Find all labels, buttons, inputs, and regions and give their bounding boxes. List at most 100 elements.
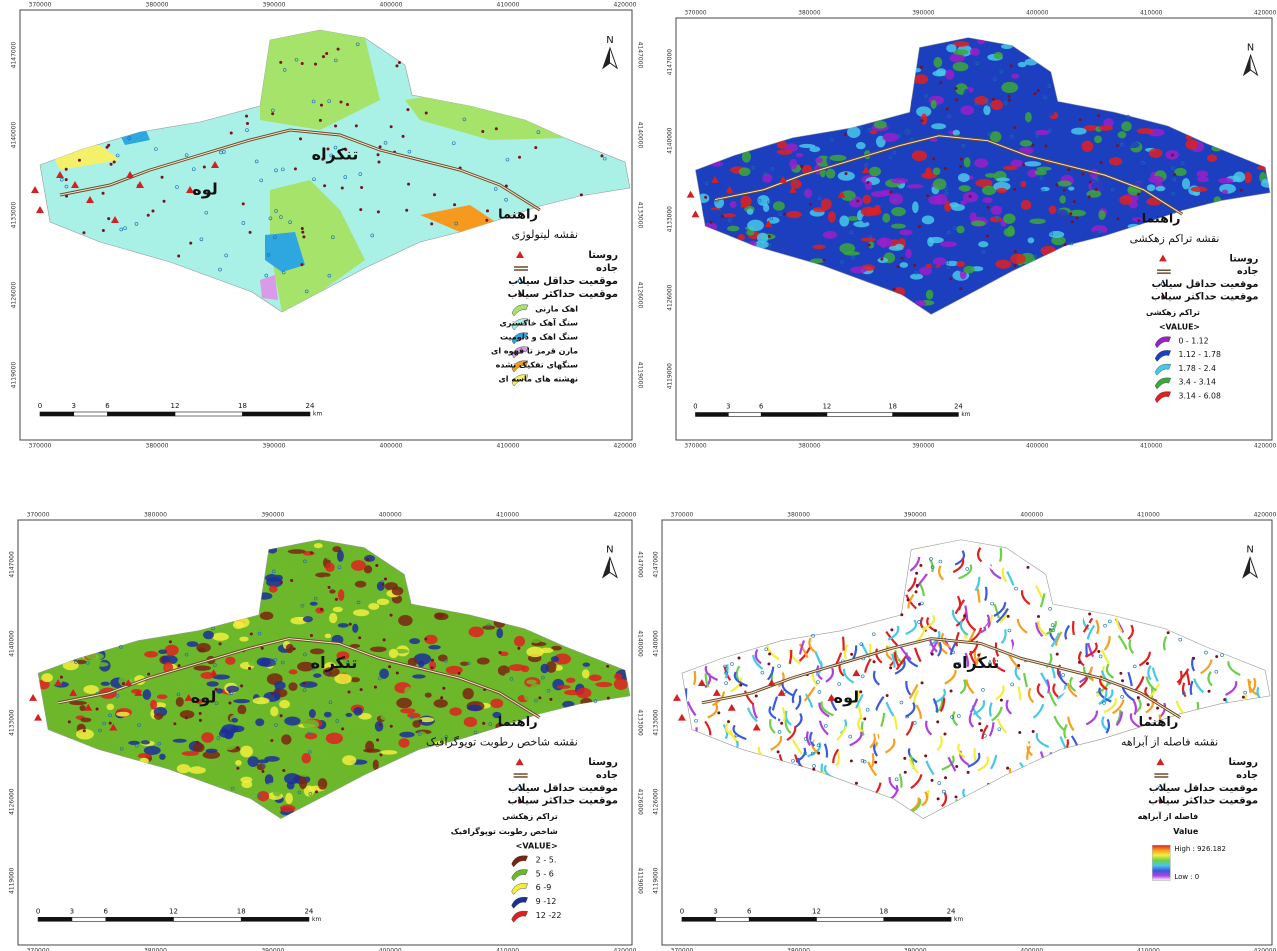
village [211, 161, 219, 168]
max-flood-point [1239, 188, 1243, 192]
min-flood-point [862, 759, 867, 764]
min-flood-point [892, 198, 897, 203]
raster-cell [167, 752, 186, 758]
stream-buffer [972, 700, 986, 716]
scale-segment [892, 412, 959, 417]
max-flood-point [160, 175, 164, 179]
max-flood-point [292, 647, 296, 651]
min-flood-point [294, 57, 299, 62]
min-flood-point [282, 68, 287, 72]
village [54, 679, 63, 687]
raster-cell [1027, 80, 1042, 91]
raster-cell [83, 685, 99, 694]
raster-cell [963, 265, 975, 274]
legend-item: روستا [588, 757, 618, 768]
max-flood-point [889, 190, 893, 194]
stream-buffer [1098, 687, 1112, 703]
min-flood-point [1102, 701, 1106, 705]
place-label: تنکراه [953, 653, 1000, 672]
x-coordinate: 420000 [1254, 947, 1277, 951]
stream-buffer [1100, 670, 1112, 686]
legend-class: اهک مارنی [535, 305, 578, 314]
raster-cell [595, 681, 613, 688]
legend-village [516, 251, 524, 258]
scale-label: 0 [680, 907, 684, 915]
min-flood-point [945, 260, 950, 265]
raster-cell [789, 221, 798, 233]
max-flood-point [720, 214, 724, 218]
legend-swatch [511, 855, 528, 868]
max-flood-point [430, 222, 434, 226]
legend-class: 0 - 1.12 [1179, 336, 1209, 345]
scale-segment [728, 412, 762, 417]
raster-cell [197, 759, 211, 768]
max-flood-point [424, 111, 428, 115]
lithology-zone [270, 180, 365, 312]
raster-cell [551, 645, 562, 651]
scale-segment [39, 411, 75, 417]
max-flood-point [954, 87, 958, 90]
stream-buffer [925, 586, 930, 602]
max-flood-point [359, 208, 363, 212]
x-coordinate: 380000 [146, 443, 169, 450]
scale-segment [73, 411, 108, 417]
x-coordinate: 380000 [144, 512, 167, 519]
stream-buffer [996, 718, 1008, 734]
raster-cell [1003, 213, 1016, 224]
max-flood-point [854, 781, 858, 785]
max-flood-point [378, 723, 382, 727]
stream-buffer [981, 724, 989, 740]
raster-cell [154, 702, 167, 709]
x-coordinate: 400000 [1020, 512, 1043, 519]
raster-cell [509, 653, 522, 662]
max-flood-point [1044, 144, 1048, 148]
stream-buffer [765, 679, 779, 695]
raster-cell [747, 219, 764, 232]
max-flood-point [300, 263, 304, 267]
max-flood-point [780, 721, 784, 725]
raster-cell [575, 687, 592, 699]
stream-buffer [925, 760, 935, 776]
min-flood-point [184, 153, 189, 158]
stream-buffer [998, 547, 1003, 562]
raster-cell [972, 254, 983, 261]
max-flood-point [579, 193, 583, 197]
min-flood-point [486, 623, 491, 628]
raster-cell [355, 662, 367, 673]
max-flood-point [395, 671, 399, 675]
stream-buffer [875, 696, 885, 711]
max-flood-point [112, 160, 116, 164]
raster-cell [1051, 235, 1066, 246]
max-flood-point [282, 769, 286, 773]
max-flood-point [1055, 652, 1059, 656]
max-flood-point [1170, 153, 1174, 157]
x-coordinate: 380000 [144, 947, 167, 951]
raster-cell [969, 47, 980, 56]
stream-buffer [1016, 555, 1030, 571]
min-flood-point [335, 719, 340, 723]
max-flood-point [442, 686, 446, 690]
raster-cell [1221, 189, 1229, 195]
x-coordinate: 400000 [380, 2, 403, 9]
min-flood-point [951, 650, 955, 655]
north-label: N [606, 545, 613, 556]
raster-cell [80, 717, 92, 723]
raster-cell [921, 215, 935, 225]
raster-cell [311, 747, 325, 758]
max-flood-point [440, 696, 444, 700]
max-flood-point [1192, 656, 1196, 660]
stream-buffer [724, 722, 737, 739]
raster-cell [368, 669, 382, 675]
max-flood-point [986, 234, 989, 238]
min-flood-point [990, 601, 994, 606]
min-flood-point [74, 660, 78, 664]
min-flood-point [770, 167, 775, 171]
scale-segment [816, 917, 885, 922]
stream-buffer [999, 607, 1007, 624]
min-flood-point [929, 557, 933, 561]
min-flood-point [777, 730, 782, 734]
max-flood-point [101, 191, 105, 195]
max-flood-point [874, 760, 878, 764]
max-flood-point [59, 675, 63, 679]
raster-cell [521, 691, 538, 697]
